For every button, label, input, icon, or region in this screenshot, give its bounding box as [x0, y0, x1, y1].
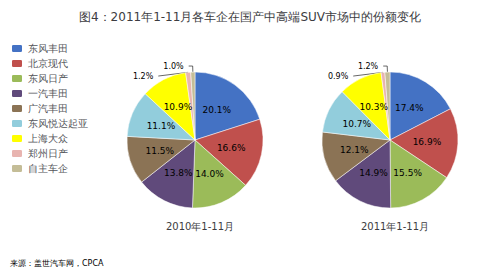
svg-text:16.9%: 16.9%	[413, 137, 442, 147]
svg-text:14.9%: 14.9%	[359, 168, 388, 178]
svg-text:11.1%: 11.1%	[147, 121, 176, 131]
svg-text:0.9%: 0.9%	[328, 72, 349, 81]
svg-text:10.9%: 10.9%	[164, 102, 193, 112]
svg-text:20.1%: 20.1%	[203, 105, 232, 115]
svg-text:北京现代: 北京现代	[28, 58, 68, 69]
svg-text:14.0%: 14.0%	[195, 169, 224, 179]
svg-text:16.6%: 16.6%	[217, 143, 246, 153]
svg-text:郑州日产: 郑州日产	[28, 148, 68, 159]
svg-text:13.8%: 13.8%	[164, 168, 193, 178]
svg-text:10.7%: 10.7%	[342, 119, 371, 129]
svg-text:15.5%: 15.5%	[393, 168, 422, 178]
svg-text:广汽丰田: 广汽丰田	[28, 103, 68, 114]
svg-text:图4：2011年1-11月各车企在国产中高端SUV市场中的份: 图4：2011年1-11月各车企在国产中高端SUV市场中的份额变化	[79, 10, 421, 24]
svg-text:2010年1-11月: 2010年1-11月	[166, 221, 234, 232]
svg-text:东风日产: 东风日产	[28, 73, 68, 84]
svg-text:自主车企: 自主车企	[28, 163, 68, 174]
svg-text:来源：盖世汽车网，CPCA: 来源：盖世汽车网，CPCA	[10, 259, 104, 268]
svg-text:17.4%: 17.4%	[395, 103, 424, 113]
svg-text:10.3%: 10.3%	[359, 102, 388, 112]
svg-text:11.5%: 11.5%	[145, 146, 174, 156]
svg-text:1.2%: 1.2%	[133, 72, 154, 81]
svg-text:上海大众: 上海大众	[28, 133, 68, 144]
svg-text:东风悦达起亚: 东风悦达起亚	[28, 118, 88, 129]
svg-text:一汽丰田: 一汽丰田	[28, 88, 68, 99]
svg-text:1.2%: 1.2%	[358, 62, 379, 71]
svg-text:1.0%: 1.0%	[163, 62, 184, 71]
svg-text:12.1%: 12.1%	[340, 145, 369, 155]
svg-text:东风丰田: 东风丰田	[28, 43, 68, 54]
svg-text:2011年1-11月: 2011年1-11月	[361, 221, 429, 232]
